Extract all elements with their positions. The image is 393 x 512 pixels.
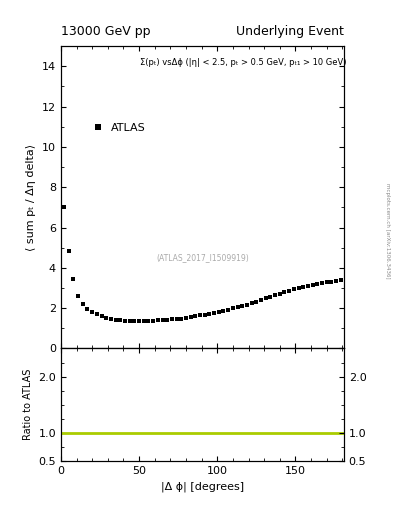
ATLAS: [132, 318, 137, 324]
Y-axis label: ⟨ sum pₜ / Δη delta⟩: ⟨ sum pₜ / Δη delta⟩: [26, 144, 37, 251]
ATLAS: [108, 316, 113, 322]
Text: 13000 GeV pp: 13000 GeV pp: [61, 26, 151, 38]
Text: Σ(pₜ) vsΔϕ (|η| < 2.5, pₜ > 0.5 GeV, pₜ₁ > 10 GeV): Σ(pₜ) vsΔϕ (|η| < 2.5, pₜ > 0.5 GeV, pₜ₁…: [140, 58, 347, 67]
ATLAS: [62, 204, 66, 210]
Line: ATLAS: ATLAS: [62, 205, 343, 323]
Text: (ATLAS_2017_I1509919): (ATLAS_2017_I1509919): [156, 253, 249, 262]
ATLAS: [160, 317, 165, 324]
Legend: ATLAS: ATLAS: [89, 118, 151, 137]
ATLAS: [156, 317, 160, 324]
Text: Underlying Event: Underlying Event: [236, 26, 344, 38]
Text: mcplots.cern.ch [arXiv:1306.3436]: mcplots.cern.ch [arXiv:1306.3436]: [385, 183, 389, 278]
Y-axis label: Ratio to ATLAS: Ratio to ATLAS: [23, 369, 33, 440]
X-axis label: |Δ ϕ| [degrees]: |Δ ϕ| [degrees]: [161, 481, 244, 492]
ATLAS: [338, 278, 343, 284]
ATLAS: [137, 318, 141, 324]
ATLAS: [146, 318, 151, 324]
ATLAS: [240, 303, 244, 309]
